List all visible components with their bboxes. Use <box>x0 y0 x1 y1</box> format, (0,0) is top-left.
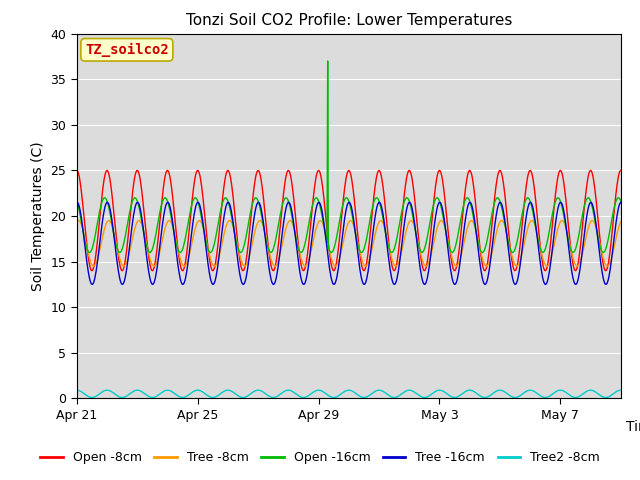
Open -8cm <box>602 268 609 274</box>
Tree -16cm <box>73 200 81 205</box>
Open -16cm <box>202 236 209 242</box>
Tree2 -8cm <box>300 395 308 400</box>
Tree -16cm <box>201 234 209 240</box>
Tree -16cm <box>271 278 279 284</box>
X-axis label: Time: Time <box>625 420 640 434</box>
Tree2 -8cm <box>602 395 609 400</box>
Tree2 -8cm <box>381 390 389 396</box>
Tree2 -8cm <box>73 387 81 393</box>
Tree -16cm <box>513 277 521 283</box>
Open -16cm <box>177 250 184 255</box>
Open -8cm <box>201 213 209 218</box>
Open -8cm <box>73 168 81 173</box>
Tree2 -8cm <box>513 395 520 400</box>
Line: Tree -8cm: Tree -8cm <box>77 221 621 266</box>
Open -16cm <box>383 234 390 240</box>
Tree -8cm <box>437 218 445 224</box>
Open -16cm <box>271 239 279 244</box>
Tree -8cm <box>271 263 278 269</box>
Tree2 -8cm <box>617 387 625 393</box>
Tree -16cm <box>301 280 309 286</box>
Tree -8cm <box>73 219 81 225</box>
Open -16cm <box>513 237 521 243</box>
Tree -16cm <box>617 200 625 205</box>
Tree -8cm <box>513 263 521 269</box>
Y-axis label: Soil Temperatures (C): Soil Temperatures (C) <box>31 141 45 291</box>
Open -16cm <box>301 243 308 249</box>
Open -8cm <box>617 168 625 173</box>
Tree2 -8cm <box>201 391 209 396</box>
Open -16cm <box>73 198 81 204</box>
Open -8cm <box>93 248 100 254</box>
Open -16cm <box>617 198 625 204</box>
Tree -8cm <box>617 219 625 225</box>
Legend: Open -8cm, Tree -8cm, Open -16cm, Tree -16cm, Tree2 -8cm: Open -8cm, Tree -8cm, Open -16cm, Tree -… <box>35 446 605 469</box>
Tree2 -8cm <box>93 393 100 399</box>
Tree -16cm <box>269 281 277 287</box>
Line: Tree -16cm: Tree -16cm <box>77 203 621 284</box>
Line: Open -16cm: Open -16cm <box>77 61 621 252</box>
Tree -16cm <box>93 267 100 273</box>
Tree -16cm <box>285 200 292 205</box>
Open -16cm <box>93 227 100 232</box>
Open -8cm <box>271 265 278 271</box>
Open -16cm <box>324 58 332 64</box>
Tree -8cm <box>300 262 308 268</box>
Title: Tonzi Soil CO2 Profile: Lower Temperatures: Tonzi Soil CO2 Profile: Lower Temperatur… <box>186 13 512 28</box>
Tree -8cm <box>201 230 209 236</box>
Text: TZ_soilco2: TZ_soilco2 <box>85 43 169 57</box>
Line: Tree2 -8cm: Tree2 -8cm <box>77 390 621 397</box>
Open -8cm <box>513 266 520 272</box>
Line: Open -8cm: Open -8cm <box>77 170 621 271</box>
Tree2 -8cm <box>271 395 278 400</box>
Tree -16cm <box>383 236 390 242</box>
Tree -8cm <box>381 227 389 232</box>
Open -8cm <box>300 268 308 274</box>
Tree -8cm <box>452 263 460 269</box>
Open -8cm <box>381 202 389 208</box>
Tree -8cm <box>93 260 100 265</box>
